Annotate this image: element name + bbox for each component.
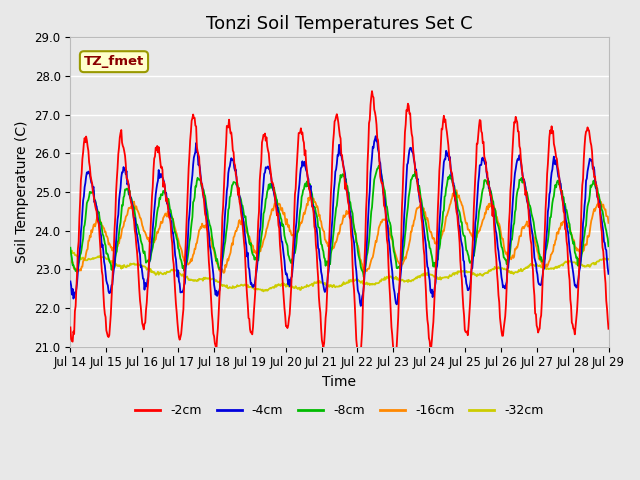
Legend: -2cm, -4cm, -8cm, -16cm, -32cm: -2cm, -4cm, -8cm, -16cm, -32cm (131, 399, 548, 422)
Title: Tonzi Soil Temperatures Set C: Tonzi Soil Temperatures Set C (206, 15, 473, 33)
X-axis label: Time: Time (323, 375, 356, 389)
Text: TZ_fmet: TZ_fmet (84, 55, 144, 68)
Y-axis label: Soil Temperature (C): Soil Temperature (C) (15, 121, 29, 263)
